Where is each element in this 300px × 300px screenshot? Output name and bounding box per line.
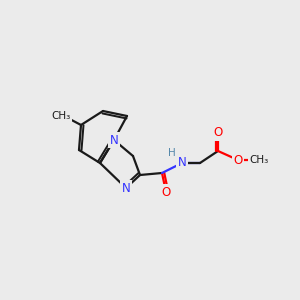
Text: O: O (161, 185, 171, 199)
Text: H: H (168, 148, 176, 158)
Text: N: N (110, 134, 118, 146)
Text: N: N (178, 157, 186, 169)
Text: CH₃: CH₃ (51, 111, 70, 121)
Text: N: N (122, 182, 130, 194)
Text: CH₃: CH₃ (249, 155, 268, 165)
Text: O: O (233, 154, 243, 166)
Text: O: O (213, 127, 223, 140)
